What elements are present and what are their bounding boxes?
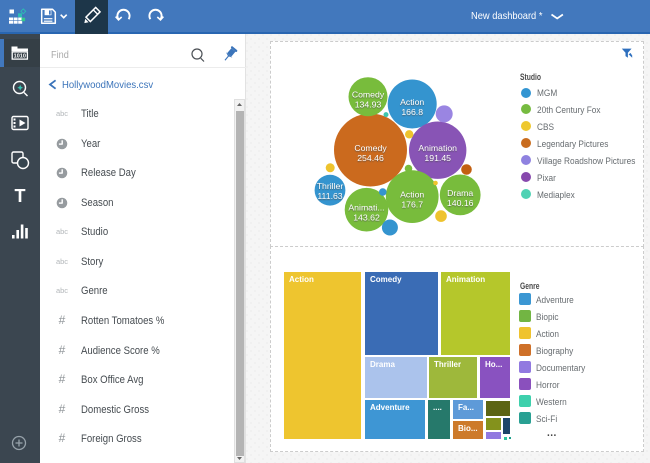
svg-text:Comedy: Comedy <box>354 143 387 153</box>
svg-text:176.7: 176.7 <box>401 200 423 210</box>
svg-text:Action: Action <box>400 190 424 200</box>
svg-text:Animation: Animation <box>418 143 457 153</box>
svg-text:191.45: 191.45 <box>424 153 451 163</box>
svg-text:Comedy: Comedy <box>352 90 385 100</box>
svg-text:T: T <box>15 186 26 206</box>
svg-text:140.16: 140.16 <box>447 198 474 208</box>
svg-text:143.62: 143.62 <box>353 213 380 223</box>
svg-text:166.8: 166.8 <box>401 107 423 117</box>
svg-text:134.93: 134.93 <box>355 100 382 110</box>
svg-text:254.46: 254.46 <box>357 153 384 163</box>
svg-text:Drama: Drama <box>447 188 473 198</box>
svg-text:Thriller: Thriller <box>317 181 344 191</box>
svg-text:1010: 1010 <box>14 54 26 60</box>
svg-text:111.63: 111.63 <box>317 191 342 201</box>
svg-text:Action: Action <box>400 97 424 107</box>
svg-text:Animati...: Animati... <box>348 203 384 213</box>
